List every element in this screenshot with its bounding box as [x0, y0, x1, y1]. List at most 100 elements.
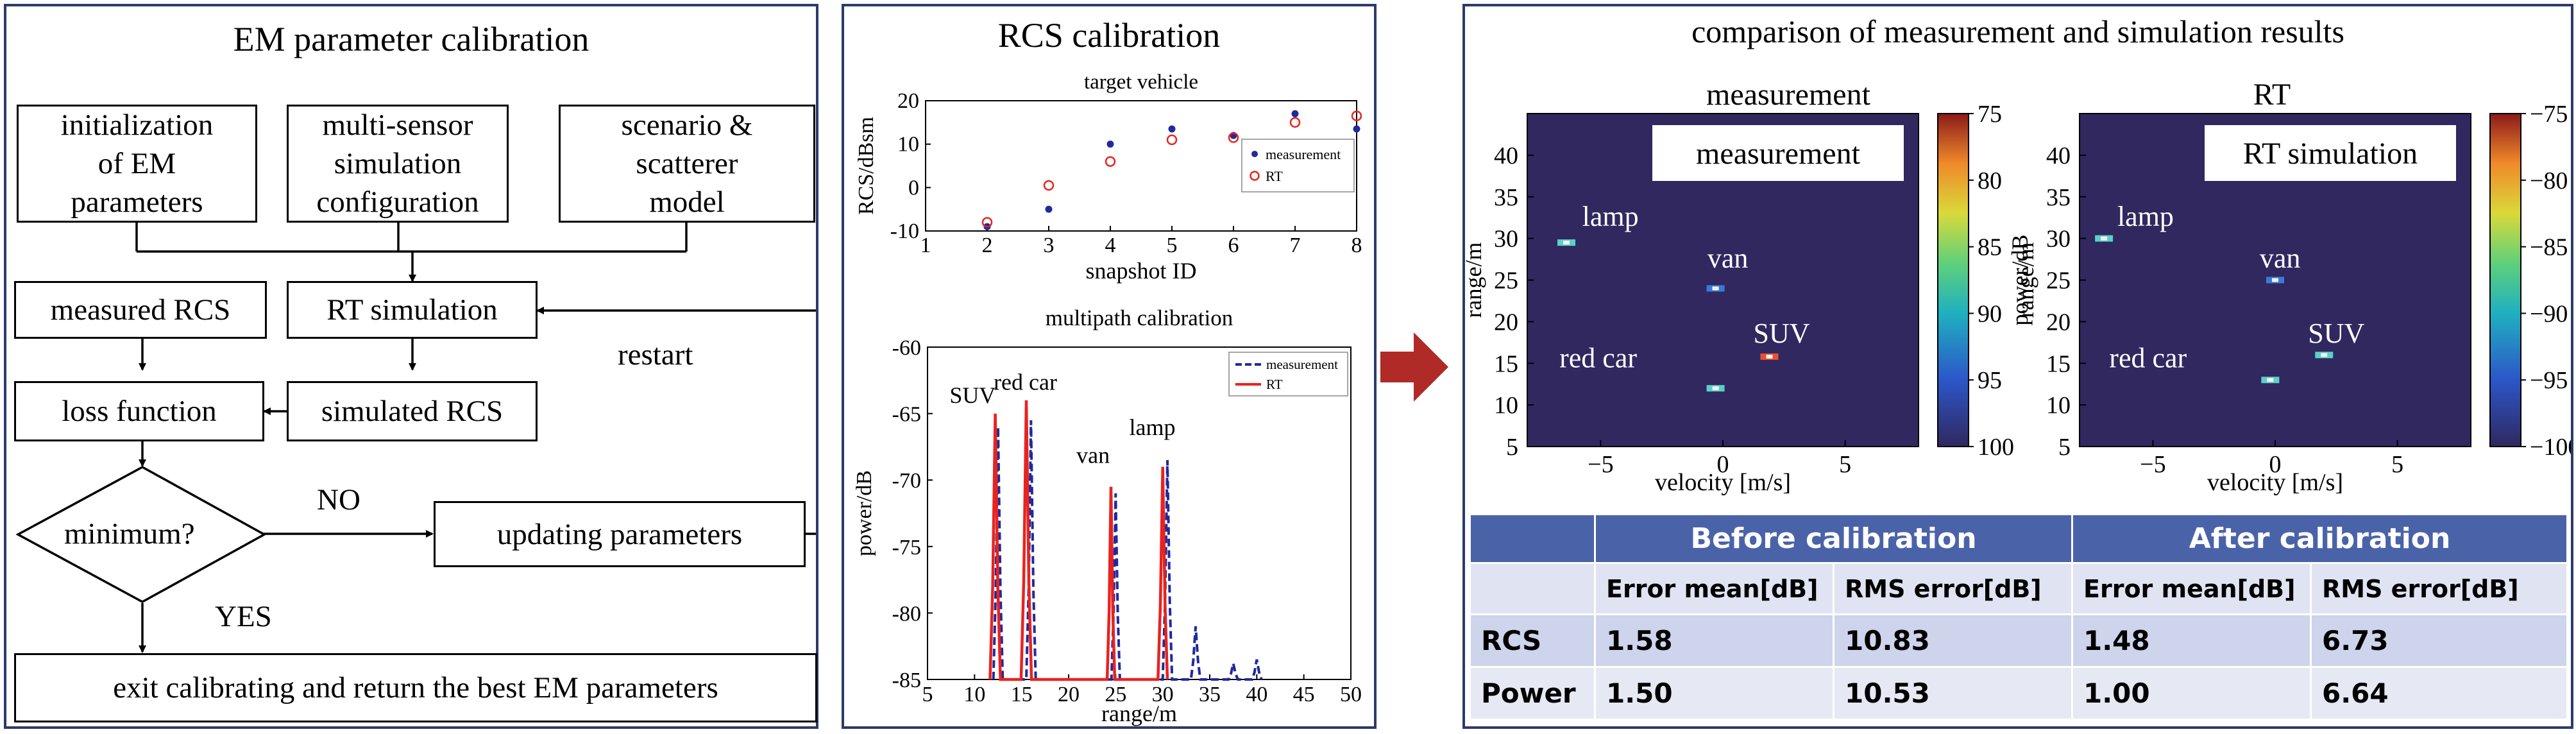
y-tick-label: 25 — [2046, 268, 2071, 294]
em-calibration-title: EM parameter calibration — [233, 20, 589, 58]
target-label: lamp — [1582, 201, 1639, 232]
target-point-core — [1712, 286, 1719, 291]
col-header: RMS error[dB] — [1833, 562, 2073, 615]
x-tick-label: 25 — [1105, 683, 1126, 706]
empty-header-cell — [1469, 562, 1596, 615]
results-table: Before calibration After calibration Err… — [1469, 513, 2568, 721]
y-tick-label: 15 — [2046, 350, 2071, 377]
measured-rcs-box: measured RCS — [14, 281, 267, 339]
y-tick-label: -60 — [892, 336, 921, 360]
y-tick-label: 35 — [2046, 184, 2071, 211]
row-label-power: Power — [1469, 666, 1596, 721]
target-label: van — [1707, 243, 1749, 274]
target-label: red car — [1559, 343, 1637, 374]
no-label: NO — [317, 483, 360, 516]
target-label: lamp — [2117, 201, 2174, 232]
y-tick-label: 30 — [1494, 226, 1518, 253]
colorbar-tick-label: −75 — [2530, 101, 2568, 128]
rcs-calibration-title: RCS calibration — [997, 16, 1221, 55]
series-measurement-line — [992, 420, 1263, 681]
x-tick-label: 0 — [2269, 451, 2282, 478]
rt-simulation-box: RT simulation — [287, 281, 538, 339]
data-point-measurement — [1168, 125, 1176, 133]
flow-connectors — [15, 223, 816, 653]
target-point-core — [2267, 378, 2274, 382]
restart-label: restart — [618, 338, 693, 371]
colorbar-tick-label: 95 — [1978, 367, 2002, 394]
data-point-rt — [1228, 132, 1239, 143]
peak-label: SUV — [949, 382, 996, 408]
y-tick-label: -80 — [892, 602, 921, 626]
y-axis-label: RCS/dBsm — [854, 117, 878, 215]
heatmap-title: measurement — [1706, 78, 1871, 112]
y-tick-label: -65 — [892, 403, 921, 427]
data-point-measurement — [1045, 205, 1053, 213]
chart-title: target vehicle — [1084, 71, 1198, 94]
data-point-measurement — [1291, 110, 1299, 117]
data-point-rt — [1105, 156, 1116, 167]
x-tick-label: 8 — [1352, 234, 1362, 257]
y-tick-label: 20 — [2046, 309, 2071, 336]
colorbar-tick-label: −85 — [2530, 234, 2568, 261]
y-axis-label: range/m — [2013, 243, 2038, 318]
table-cell: 6.64 — [2310, 666, 2568, 721]
legend-box — [1228, 352, 1348, 397]
data-point-rt — [1351, 110, 1362, 121]
y-tick-label: 5 — [2058, 434, 2071, 461]
legend-label: measurement — [1266, 146, 1341, 162]
heatmap-title: RT — [2253, 78, 2291, 112]
em-calibration-panel: EM parameter calibration initialization o… — [4, 4, 818, 729]
x-tick-label: −5 — [2140, 451, 2165, 478]
x-tick-label: 3 — [1044, 234, 1055, 257]
simulated-rcs-box: simulated RCS — [287, 381, 538, 441]
y-tick-label: -75 — [892, 536, 921, 559]
target-point-core — [1766, 354, 1773, 359]
before-calibration-header: Before calibration — [1594, 513, 2073, 564]
x-axis-label: snapshot ID — [1086, 258, 1197, 284]
legend-label: RT — [1266, 168, 1283, 184]
colorbar-tick-label: 85 — [1978, 234, 2002, 261]
yes-label: YES — [215, 600, 272, 633]
table-cell: 1.00 — [2071, 666, 2312, 721]
colorbar-label: power/dB — [2007, 235, 2033, 326]
x-axis-label: velocity [m/s] — [1655, 469, 1791, 496]
x-tick-label: 30 — [1152, 683, 1174, 706]
data-point-rt — [1289, 117, 1301, 128]
peak-label: lamp — [1130, 414, 1176, 440]
y-tick-label: 25 — [1494, 268, 1518, 294]
x-tick-label: 5 — [1839, 451, 1851, 478]
x-tick-label: 1 — [920, 234, 931, 257]
x-tick-label: 6 — [1228, 234, 1239, 257]
comparison-title: comparison of measurement and simulation… — [1691, 13, 2344, 49]
target-point-core — [2272, 278, 2278, 282]
y-tick-label: -85 — [892, 669, 921, 692]
series-rt-line — [988, 400, 1169, 681]
y-tick-label: 5 — [1506, 434, 1518, 461]
row-label-rcs: RCS — [1469, 613, 1596, 668]
chart-title: multipath calibration — [1046, 305, 1233, 330]
rcs-calibration-panel: RCS calibration target vehicle 1 2 3 4 5 6 7 8 -1… — [842, 4, 1377, 729]
x-tick-label: 50 — [1340, 683, 1362, 706]
legend-marker — [1250, 171, 1260, 181]
y-tick-label: 10 — [897, 133, 919, 157]
table-cell: 1.48 — [2071, 613, 2312, 668]
x-tick-label: 4 — [1105, 234, 1116, 257]
x-tick-label: 15 — [1011, 683, 1033, 706]
y-tick-label: 20 — [897, 89, 919, 113]
y-tick-label: -10 — [890, 219, 919, 243]
x-tick-label: 35 — [1199, 683, 1221, 706]
target-label: SUV — [1753, 318, 1809, 349]
x-tick-label: 2 — [982, 234, 993, 257]
colorbar-tick-label: −90 — [2530, 300, 2568, 327]
data-point-rt — [1166, 134, 1178, 146]
table-cell: 1.50 — [1594, 666, 1835, 721]
flow-arrow — [1380, 332, 1448, 402]
colorbar-tick-label: −80 — [2530, 167, 2568, 194]
x-axis-label: range/m — [1101, 701, 1177, 726]
colorbar-tick-label: 75 — [1978, 101, 2002, 128]
target-point-core — [2321, 353, 2328, 357]
exit-calibration-box: exit calibrating and return the best EM … — [14, 653, 817, 722]
data-point-measurement — [1353, 125, 1360, 133]
updating-parameters-box: updating parameters — [434, 501, 806, 567]
colorbar-tick-label: −100 — [2530, 434, 2571, 461]
